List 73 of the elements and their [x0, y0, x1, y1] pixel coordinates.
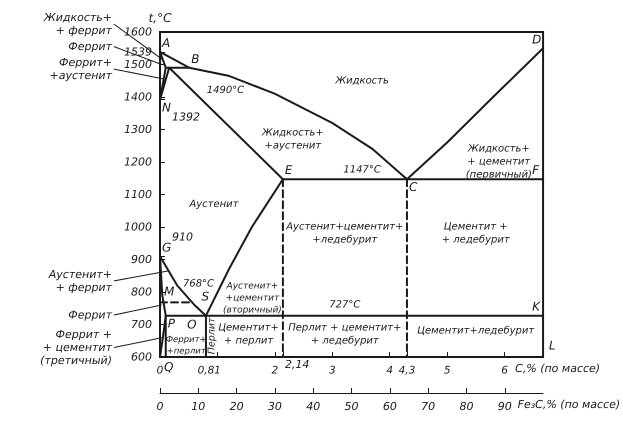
- x-tick-label: 0,8: [198, 364, 215, 376]
- annotation: 2,14: [284, 358, 310, 371]
- annotation: Перлит: [206, 317, 218, 354]
- annotation: Жидкость+ + цементит (первичный): [466, 144, 532, 180]
- annotation: F: [532, 163, 540, 178]
- y-tick-label: 1500: [124, 58, 152, 71]
- x-tick-label: 1: [214, 364, 221, 376]
- y-tick-label: 1200: [124, 156, 152, 168]
- x2-tick-label: 70: [421, 400, 436, 413]
- x2-tick-label: 50: [344, 400, 359, 413]
- annotation: G: [162, 240, 172, 254]
- annotation: 1490°C: [206, 85, 244, 96]
- x-axis-title: C,% (по массе): [515, 362, 600, 375]
- x2-tick-label: 60: [382, 400, 397, 413]
- y-tick-label: 1100: [124, 188, 152, 201]
- y-tick-label: 900: [131, 253, 152, 266]
- annotation: Жидкость+ +аустенит: [260, 127, 324, 152]
- annotation: S: [201, 290, 210, 304]
- annotation: M: [164, 284, 175, 298]
- x2-tick-label: 90: [498, 400, 512, 413]
- x2-tick-label: 20: [230, 400, 244, 413]
- annotation: Жидкость+ + феррит: [42, 11, 113, 38]
- annotation: Цементит+ледебурит: [417, 326, 536, 336]
- annotation: 768°C: [182, 278, 214, 290]
- x2-tick-label: 30: [268, 400, 282, 413]
- annotation: Аустенит+цементит+ +ледебурит: [285, 222, 404, 246]
- x-tick-label: 2: [272, 364, 279, 376]
- annotation: Феррит + + цементит (третичный): [40, 328, 113, 367]
- x2-tick-label: 10: [191, 400, 206, 413]
- x2-axis-title: Fe₃C,% (по массе): [518, 398, 620, 411]
- annotation: N: [162, 100, 171, 115]
- y-tick-label: 1400: [124, 90, 152, 104]
- annotation: Цементит+ + перлит: [218, 322, 279, 346]
- annotation: Феррит+ +аустенит: [50, 56, 113, 82]
- y-axis-title: t,°C: [148, 11, 172, 25]
- y-tick-label: 1600: [124, 26, 152, 38]
- x-tick-label: 5: [444, 364, 451, 376]
- x-tick-label: 3: [328, 364, 336, 376]
- x2-tick-label: 80: [459, 400, 474, 413]
- annotation: D: [532, 32, 542, 46]
- text: L: [548, 338, 556, 353]
- annotation: Аустенит+ +цементит (вторичный): [223, 282, 282, 316]
- y-tick-label: 700: [131, 318, 152, 331]
- annotation: P: [168, 316, 176, 331]
- annotation: Аустенит: [188, 198, 240, 210]
- x2-tick-label: 40: [306, 400, 320, 413]
- annotation: Феррит: [68, 308, 113, 322]
- x-tick-label: 4: [386, 364, 394, 376]
- y-tick-label: 600: [131, 350, 152, 364]
- annotation: Цементит + + ледебурит: [442, 222, 511, 246]
- annotation: 910: [172, 230, 193, 244]
- annotation: Аустенит+ + феррит: [48, 268, 113, 294]
- annotation: O: [187, 317, 197, 332]
- annotation: B: [191, 52, 200, 66]
- x-tick-label: 6: [501, 364, 508, 376]
- annotation: C: [408, 180, 418, 194]
- y-tick-label: 800: [131, 286, 152, 298]
- y-tick-label: 1300: [124, 123, 152, 136]
- annotation: A: [161, 36, 170, 50]
- annotation: Жидкость: [334, 75, 390, 86]
- annotation: Феррит: [68, 40, 113, 54]
- annotation: Феррит+ +перлит: [166, 334, 207, 356]
- x2-tick-label: 0: [156, 400, 164, 413]
- y-tick-label: 1000: [124, 220, 152, 234]
- annotation: Перлит + цементит+ + ледебурит: [288, 322, 402, 346]
- x-tick-label: 4,3: [398, 364, 416, 376]
- annotation: 727°C: [329, 300, 360, 310]
- x-tick-label: 0: [156, 364, 164, 376]
- annotation: E: [284, 163, 293, 178]
- annotation: K: [532, 300, 542, 314]
- annotation: 1392: [172, 110, 200, 124]
- annotation: 1147°C: [343, 164, 381, 176]
- annotation: Q: [164, 360, 174, 374]
